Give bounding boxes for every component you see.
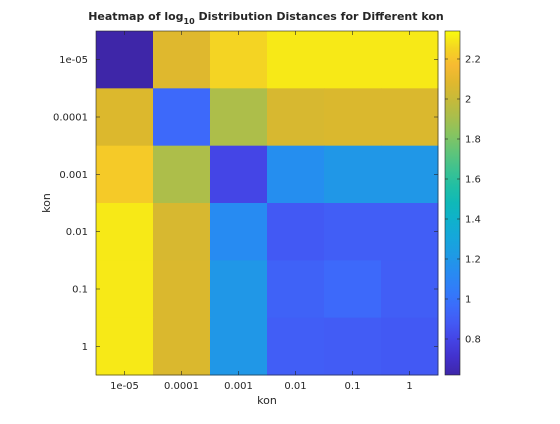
heatmap-cell [153,260,211,319]
heatmap-cell [267,260,325,319]
x-tick-label: 1 [406,381,412,392]
x-tick-label: 0.0001 [164,381,199,392]
heatmap-cell [381,203,439,261]
colorbar-tick-label: 0.8 [465,335,481,346]
heatmap-cell [96,260,154,319]
heatmap-cell [324,88,382,147]
y-tick-label: 0.001 [59,170,88,181]
heatmap-cell [267,203,325,261]
heatmap-cell [153,88,211,147]
heatmap-cell [381,88,439,147]
chart-title-prefix: Heatmap of log [88,10,183,23]
heatmap-cell [210,145,268,204]
chart-title-suffix: Distribution Distances for Different kon [195,10,444,23]
heatmap-cell [96,145,154,204]
x-tick-label: 1e-05 [110,381,139,392]
colorbar-tick-label: 2.2 [465,55,481,66]
heatmap-cell [324,203,382,261]
y-tick-label: 1e-05 [59,55,88,66]
y-axis-label: kon [40,193,53,213]
plot-frame [95,30,439,376]
heatmap-cell [324,260,382,319]
x-tick-label: 0.1 [345,381,361,392]
colorbar-ticks: 0.8 1 1.2 1.4 1.6 1.8 2 2.2 [445,55,481,346]
heatmap-cell [210,317,268,376]
y-axis-ticks: 1e-05 0.0001 0.001 0.01 0.1 1 [53,55,438,353]
heatmap-cell [210,31,268,89]
chart-title: Heatmap of log10 Distribution Distances … [88,10,444,26]
heatmap-cell [96,88,154,147]
heatmap-cell [381,31,439,89]
heatmap-cell [96,31,154,89]
y-tick-label: 0.0001 [53,113,88,124]
y-tick-label: 0.1 [72,285,88,296]
heatmap-cell [153,203,211,261]
heatmap-cell [267,88,325,147]
heatmap-cell [153,317,211,376]
heatmap-cell [267,31,325,89]
colorbar [444,30,461,376]
heatmap-cell [324,145,382,204]
x-axis-label: kon [257,394,277,407]
heatmap-cell [381,317,439,376]
colorbar-tick-label: 1.6 [465,175,481,186]
colorbar-tick-label: 1 [465,295,471,306]
heatmap-cell [381,145,439,204]
colorbar-tick-label: 2 [465,95,471,106]
heatmap-cell [153,31,211,89]
heatmap-cell [381,260,439,319]
y-tick-label: 1 [82,342,88,353]
heatmap-cell [324,31,382,89]
heatmap-cell [210,260,268,319]
y-tick-label: 0.01 [66,227,88,238]
heatmap-cell [96,317,154,376]
heatmap-cell [153,145,211,204]
heatmap-cell [324,317,382,376]
x-tick-label: 0.001 [224,381,253,392]
x-tick-label: 0.01 [284,381,306,392]
heatmap-cell [210,88,268,147]
chart-title-subscript: 10 [184,17,196,26]
colorbar-tick-label: 1.4 [465,215,481,226]
heatmap-cell [96,203,154,261]
colorbar-tick-label: 1.2 [465,255,481,266]
heatmap-cells [96,31,439,376]
heatmap-cell [267,317,325,376]
heatmap-cell [210,203,268,261]
x-axis-ticks: 1e-05 0.0001 0.001 0.01 0.1 1 [110,31,413,392]
heatmap-cell [267,145,325,204]
colorbar-tick-label: 1.8 [465,135,481,146]
